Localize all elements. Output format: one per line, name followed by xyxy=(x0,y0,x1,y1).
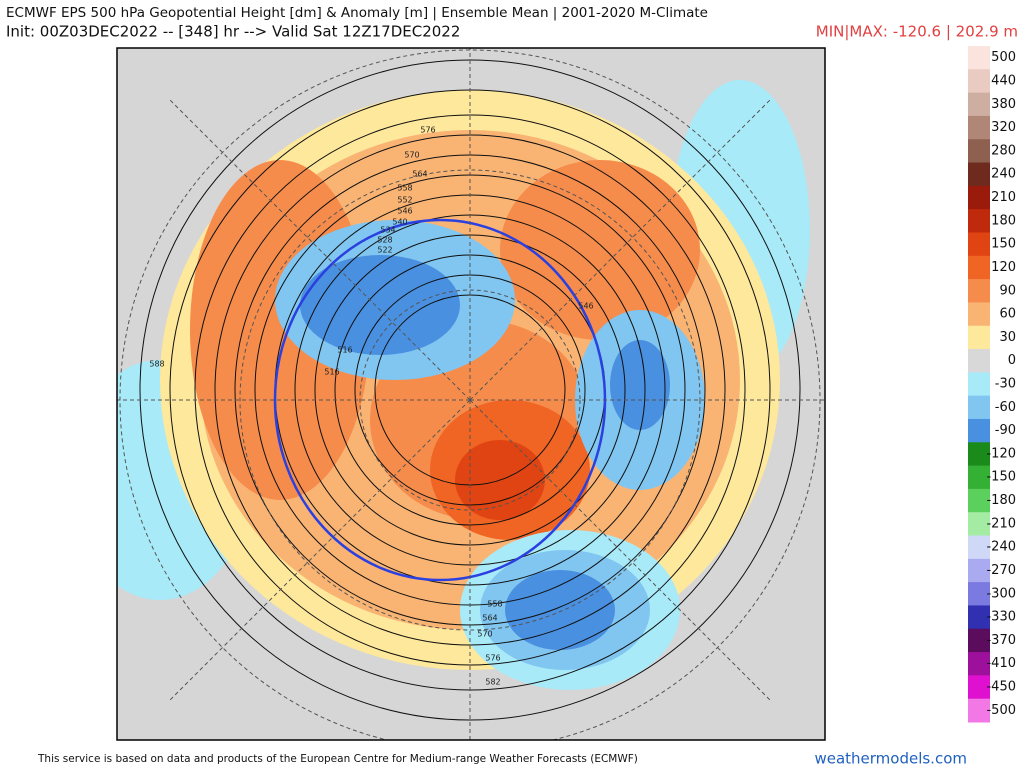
colorbar-swatch xyxy=(968,209,990,233)
contour-label: 540 xyxy=(392,218,407,227)
colorbar-label: -500 xyxy=(986,703,1016,718)
contour-label: 570 xyxy=(404,151,419,160)
contour-label: 564 xyxy=(412,170,427,179)
colorbar-swatch xyxy=(968,46,990,70)
colorbar-label: -210 xyxy=(986,516,1016,531)
contour-label: 576 xyxy=(420,126,435,135)
colorbar-label: -410 xyxy=(986,656,1016,671)
contour-label: 558 xyxy=(397,184,412,193)
contour-label: 528 xyxy=(377,236,392,245)
colorbar-label: -450 xyxy=(986,680,1016,695)
colorbar-swatch xyxy=(968,69,990,94)
colorbar-swatch xyxy=(968,535,990,560)
min-max: MIN|MAX: -120.6 | 202.9 m xyxy=(816,23,1018,41)
colorbar-label: -300 xyxy=(986,586,1016,601)
credit: This service is based on data and produc… xyxy=(37,753,638,765)
colorbar-label: 320 xyxy=(991,120,1016,135)
colorbar-swatch xyxy=(968,418,990,443)
colorbar-label: 240 xyxy=(991,167,1016,182)
colorbar-swatch xyxy=(968,115,990,140)
contour-label: 570 xyxy=(477,630,492,639)
site[interactable]: weathermodels.com xyxy=(814,750,967,768)
colorbar-label: 210 xyxy=(991,190,1016,205)
colorbar-swatch xyxy=(968,325,990,350)
colorbar-swatch xyxy=(968,92,990,117)
colorbar-label: 90 xyxy=(999,283,1016,298)
colorbar-swatch xyxy=(968,465,990,490)
contour-label: 522 xyxy=(377,246,392,255)
contour-label: 534 xyxy=(380,226,395,235)
colorbar-swatch xyxy=(968,605,990,630)
colorbar-swatch xyxy=(968,185,990,210)
colorbar-swatch xyxy=(968,162,990,187)
colorbar-label: 380 xyxy=(991,97,1016,112)
colorbar-label: 500 xyxy=(991,50,1016,65)
colorbar-label: 60 xyxy=(999,307,1016,322)
contour-label: 588 xyxy=(149,360,164,369)
subtitle: Init: 00Z03DEC2022 -- [348] hr --> Valid… xyxy=(6,23,460,41)
colorbar-swatch xyxy=(968,628,990,653)
colorbar-label: 150 xyxy=(991,237,1016,252)
colorbar-swatch xyxy=(968,675,990,700)
contour-label: 576 xyxy=(485,654,500,663)
colorbar-swatch xyxy=(968,279,990,303)
colorbar-swatch xyxy=(968,302,990,327)
colorbar-swatch xyxy=(968,442,990,467)
colorbar-label: -180 xyxy=(986,493,1016,508)
colorbar-swatch xyxy=(968,232,990,257)
colorbar-label: -240 xyxy=(986,540,1016,555)
colorbar-swatch xyxy=(968,512,990,537)
colorbar-swatch xyxy=(968,652,990,676)
colorbar-label: -270 xyxy=(986,563,1016,578)
colorbar-label: 0 xyxy=(1008,353,1016,368)
colorbar-swatch xyxy=(968,349,990,373)
colorbar-label: -90 xyxy=(995,423,1016,438)
colorbar-swatch xyxy=(968,698,990,723)
colorbar-label: -30 xyxy=(995,377,1016,392)
colorbar-swatch xyxy=(968,558,990,583)
contour-label: 516 xyxy=(324,368,339,377)
colorbar-label: 30 xyxy=(999,330,1016,345)
colorbar-label: -120 xyxy=(986,446,1016,461)
colorbar-label: -60 xyxy=(995,400,1016,415)
colorbar-label: -370 xyxy=(986,633,1016,648)
contour-label: 546 xyxy=(578,302,593,311)
contour-label: 564 xyxy=(482,614,497,623)
colorbar-label: 180 xyxy=(991,213,1016,228)
colorbar-label: -330 xyxy=(986,610,1016,625)
colorbar-label: 120 xyxy=(991,260,1016,275)
contour-label: 558 xyxy=(487,600,502,609)
colorbar-swatch xyxy=(968,139,990,164)
colorbar-swatch xyxy=(968,372,990,397)
colorbar-swatch xyxy=(968,488,990,513)
colorbar-swatch xyxy=(968,582,990,606)
contour-label: 546 xyxy=(397,207,412,216)
colorbar-swatch xyxy=(968,255,990,280)
colorbar-swatch xyxy=(968,395,990,420)
contour-label: 516 xyxy=(337,346,352,355)
colorbar-label: -150 xyxy=(986,470,1016,485)
colorbar-label: 280 xyxy=(991,143,1016,158)
contour-label: 582 xyxy=(485,678,500,687)
title: ECMWF EPS 500 hPa Geopotential Height [d… xyxy=(6,5,708,21)
contour-label: 552 xyxy=(397,196,412,205)
map: 5765705645585525465405345285225165165885… xyxy=(117,48,825,740)
colorbar-label: 440 xyxy=(991,73,1016,88)
